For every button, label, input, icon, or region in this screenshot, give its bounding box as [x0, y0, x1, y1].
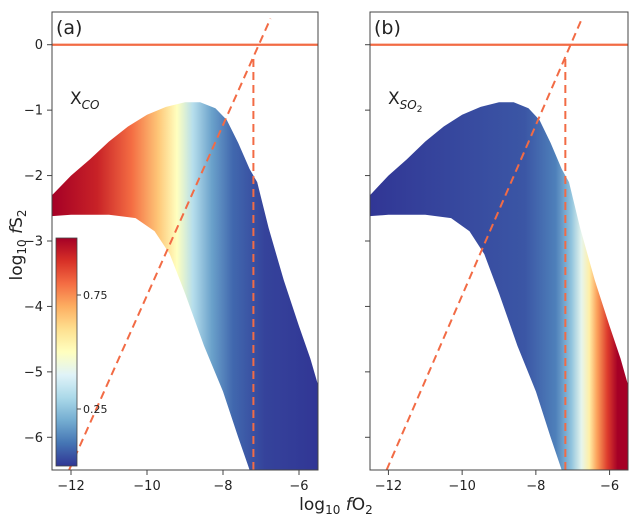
colorbar-tick-label: 0.25	[83, 403, 108, 416]
dashed-diagonal-line	[385, 18, 583, 470]
y-tick-label: −5	[24, 365, 43, 380]
y-tick-label: −3	[24, 235, 43, 250]
y-tick-label: −4	[24, 300, 43, 315]
panel-a: −12 −10 −8 −6 0 −1 −2 −3 −4 −5 −6 (a) XCO 0.75 0.25	[24, 11, 319, 494]
x-tick-label: −8	[213, 479, 232, 494]
x-tick-label: −6	[600, 479, 619, 494]
x-tick-label: −10	[448, 479, 475, 494]
y-tick-label: 0	[35, 38, 43, 53]
species-label: XSO2	[388, 89, 422, 115]
y-tick-label: −2	[24, 169, 43, 184]
x-axis-title: log10 fO2	[299, 495, 373, 517]
y-axis-title: log10 fS2	[7, 209, 29, 280]
x-tick-label: −10	[133, 479, 160, 494]
y-tick-label: −1	[24, 104, 43, 119]
fugacity-region	[52, 102, 318, 470]
panel-b: −12 −10 −8 −6 (b) XSO2	[365, 11, 629, 494]
colorbar	[55, 237, 78, 467]
fugacity-region	[370, 102, 628, 470]
x-tick-label: −8	[526, 479, 545, 494]
dashed-diagonal-line	[68, 18, 272, 470]
x-tick-label: −12	[57, 479, 84, 494]
panel-tag: (b)	[374, 17, 401, 39]
panel-tag: (a)	[56, 17, 82, 39]
x-tick-label: −12	[375, 479, 402, 494]
colorbar-tick-label: 0.75	[83, 289, 108, 302]
x-tick-label: −6	[289, 479, 308, 494]
y-tick-label: −6	[24, 431, 43, 446]
species-label: XCO	[70, 89, 99, 112]
